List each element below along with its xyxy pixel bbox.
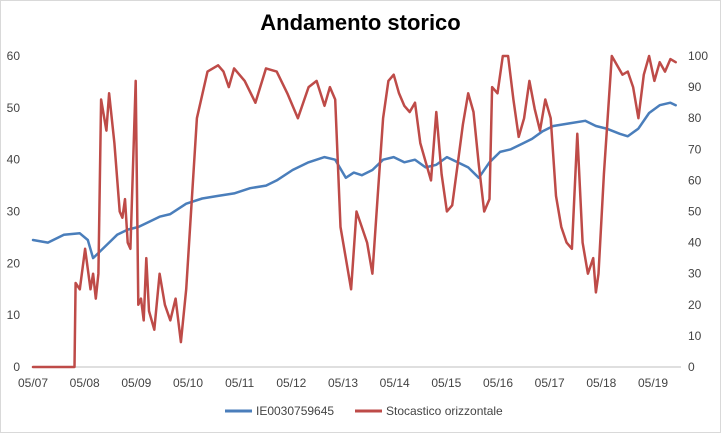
y-right-tick-label: 30 xyxy=(688,267,702,281)
y-right-tick-label: 50 xyxy=(688,205,702,219)
x-tick-label: 05/17 xyxy=(535,376,565,390)
y-right-tick-label: 10 xyxy=(688,329,702,343)
x-tick-label: 05/10 xyxy=(173,376,203,390)
x-tick-label: 05/15 xyxy=(431,376,461,390)
y-right-tick-label: 80 xyxy=(688,111,702,125)
y-left-tick-label: 50 xyxy=(7,101,21,115)
series-line-2 xyxy=(31,54,677,369)
y-left-tick-label: 30 xyxy=(7,205,21,219)
legend-item-2-label: Stocastico orizzontale xyxy=(386,404,503,418)
y-right-tick-label: 40 xyxy=(688,236,702,250)
y-left-tick-label: 0 xyxy=(13,360,20,374)
x-tick-label: 05/12 xyxy=(276,376,306,390)
y-right-tick-label: 60 xyxy=(688,173,702,187)
chart-title: Andamento storico xyxy=(260,10,461,35)
y-right-tick-label: 0 xyxy=(688,360,695,374)
x-tick-label: 05/07 xyxy=(18,376,48,390)
y-left-tick-label: 10 xyxy=(7,308,21,322)
x-tick-label: 05/18 xyxy=(586,376,616,390)
x-tick-label: 05/11 xyxy=(225,376,254,390)
y-right-tick-label: 20 xyxy=(688,298,702,312)
y-right-tick-label: 100 xyxy=(688,49,708,63)
y-left-tick-label: 40 xyxy=(7,153,21,167)
legend-item-1-label: IE0030759645 xyxy=(256,404,334,418)
x-tick-label: 05/19 xyxy=(638,376,668,390)
y-left-tick-label: 20 xyxy=(7,256,21,270)
x-tick-label: 05/08 xyxy=(70,376,100,390)
y-left-tick-label: 60 xyxy=(7,49,21,63)
y-right-tick-label: 70 xyxy=(688,142,702,156)
x-tick-label: 05/13 xyxy=(328,376,358,390)
x-tick-label: 05/09 xyxy=(121,376,151,390)
y-right-tick-label: 90 xyxy=(688,80,702,94)
x-tick-label: 05/16 xyxy=(483,376,513,390)
x-tick-label: 05/14 xyxy=(380,376,410,390)
